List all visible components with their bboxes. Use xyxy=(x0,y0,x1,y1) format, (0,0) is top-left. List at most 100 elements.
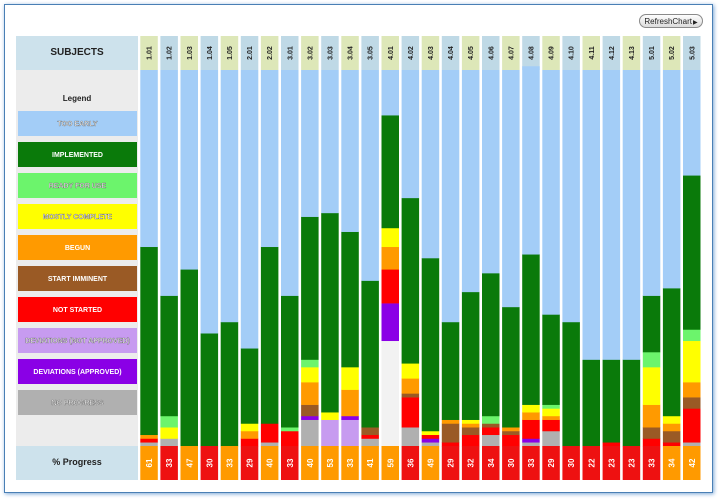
progress-value: 33 xyxy=(225,458,234,467)
column-4-07[interactable]: 4.07 30 xyxy=(502,36,520,480)
subject-header xyxy=(240,36,259,70)
column-3-01[interactable]: 3.01 33 xyxy=(281,36,299,480)
bar-segment-not-started xyxy=(281,430,299,447)
progress-cell xyxy=(240,446,259,480)
bar-segment-no-progress xyxy=(482,434,500,447)
bar-segment-no-progress xyxy=(421,442,440,447)
column-3-03[interactable]: 3.03 53 xyxy=(321,36,339,480)
bar-segment-implemented xyxy=(441,321,460,420)
column-1-01[interactable]: 1.01 61 xyxy=(140,36,158,480)
bar-segment-too-early xyxy=(622,70,641,360)
column-4-09[interactable]: 4.09 29 xyxy=(542,36,560,480)
bar-segment-mostly xyxy=(160,427,178,439)
bar-segment-not-started xyxy=(602,442,621,447)
bar-segment-dev-approved xyxy=(522,438,540,443)
column-4-04[interactable]: 4.04 29 xyxy=(441,36,460,480)
legend-label: READY FOR USE xyxy=(49,183,107,190)
bar-segment-implemented xyxy=(421,258,440,432)
subject-header xyxy=(260,36,279,70)
legend-item-ready: READY FOR USE xyxy=(18,173,137,198)
progress-value: 30 xyxy=(205,458,214,467)
column-4-11[interactable]: 4.11 22 xyxy=(582,36,601,480)
progress-value: 23 xyxy=(627,458,636,467)
subject-header xyxy=(683,36,701,70)
legend-item-not-started: NOT STARTED xyxy=(18,297,137,322)
subject-label: 4.03 xyxy=(428,46,435,60)
column-5-02[interactable]: 5.02 34 xyxy=(662,36,681,480)
bar-segment-no-progress xyxy=(301,419,319,447)
progress-cell xyxy=(622,446,641,480)
column-3-05[interactable]: 3.05 41 xyxy=(361,36,379,480)
legend-label: DEVIATIONS (NOT APPROVED) xyxy=(25,338,130,345)
progress-value: 33 xyxy=(346,458,355,467)
column-2-02[interactable]: 2.02 40 xyxy=(260,36,279,480)
legend-swatch xyxy=(18,266,137,291)
column-3-02[interactable]: 3.02 40 xyxy=(301,36,319,480)
bar-segment-begun xyxy=(662,423,681,432)
column-4-12[interactable]: 4.12 23 xyxy=(602,36,621,480)
bar-segment-not-started xyxy=(522,419,540,439)
bar-segment-too-early xyxy=(683,70,701,176)
subject-header xyxy=(401,36,420,70)
legend-label: DEVIATIONS (APPROVED) xyxy=(33,369,121,376)
subject-label: 5.02 xyxy=(669,46,676,60)
progress-cell xyxy=(562,446,580,480)
subject-header xyxy=(341,36,359,70)
progress-value: 42 xyxy=(688,458,697,467)
column-4-02[interactable]: 4.02 36 xyxy=(401,36,420,480)
column-1-02[interactable]: 1.02 33 xyxy=(160,36,178,480)
bar-segment-too-early xyxy=(180,70,198,270)
bar-segment-too-early xyxy=(260,70,279,248)
bar-segment-not-started xyxy=(683,408,701,443)
legend-swatch xyxy=(18,142,137,167)
bar-segment-too-early xyxy=(381,70,399,116)
subject-header xyxy=(502,36,520,70)
bar-segment-imminent xyxy=(301,404,319,417)
bar-segment-implemented xyxy=(160,295,178,417)
progress-cell xyxy=(321,446,339,480)
column-3-04[interactable]: 3.04 33 xyxy=(341,36,359,480)
bar-segment-implemented xyxy=(502,306,520,428)
refresh-chart-label: RefreshChart xyxy=(644,17,692,26)
column-5-03[interactable]: 5.03 42 xyxy=(683,36,701,480)
column-4-05[interactable]: 4.05 32 xyxy=(461,36,480,480)
bar-segment-implemented xyxy=(200,333,219,447)
bar-segment-too-early xyxy=(522,66,540,255)
column-1-04[interactable]: 1.04 30 xyxy=(200,36,219,480)
column-2-01[interactable]: 2.01 29 xyxy=(240,36,259,480)
column-1-03[interactable]: 1.03 47 xyxy=(180,36,199,480)
legend-item-implemented: IMPLEMENTED xyxy=(18,142,137,167)
column-4-03[interactable]: 4.03 49 xyxy=(421,36,440,480)
column-4-01[interactable]: 4.01 59 xyxy=(381,36,400,480)
legend-item-no-progress: NO PROGRESS xyxy=(18,390,137,415)
progress-cell xyxy=(642,446,661,480)
bar-segment-too-early xyxy=(281,70,299,296)
refresh-chart-button[interactable]: RefreshChart▶ xyxy=(639,14,703,28)
bar-segment-too-early xyxy=(301,70,319,217)
bar-segment-implemented xyxy=(321,212,339,413)
progress-cell xyxy=(502,446,520,480)
progress-cell xyxy=(582,446,600,480)
progress-value: 32 xyxy=(467,458,476,467)
column-1-05[interactable]: 1.05 33 xyxy=(220,36,239,480)
progress-value: 33 xyxy=(286,458,295,467)
bar-segment-not-started xyxy=(542,419,560,432)
column-4-13[interactable]: 4.13 23 xyxy=(622,36,641,480)
bar-segment-implemented xyxy=(401,197,420,364)
bar-segment-too-early xyxy=(642,70,661,296)
bar-segment-ready xyxy=(281,427,299,432)
legend-swatch xyxy=(18,204,137,229)
column-4-08[interactable]: 4.08 33 xyxy=(522,36,540,480)
progress-header-cell xyxy=(16,446,138,480)
column-4-10[interactable]: 4.10 30 xyxy=(562,36,580,480)
bar-segment-begun xyxy=(341,389,359,417)
bar-segment-begun xyxy=(461,423,480,428)
bar-segment-no-progress xyxy=(683,442,701,447)
bar-segment-implemented xyxy=(220,321,239,447)
bar-segment-begun xyxy=(240,430,259,439)
bar-segment-implemented xyxy=(140,246,158,436)
column-5-01[interactable]: 5.01 33 xyxy=(642,36,661,480)
subject-label: 1.03 xyxy=(187,46,194,60)
bar-segment-mostly xyxy=(683,340,701,383)
column-4-06[interactable]: 4.06 34 xyxy=(482,36,500,480)
